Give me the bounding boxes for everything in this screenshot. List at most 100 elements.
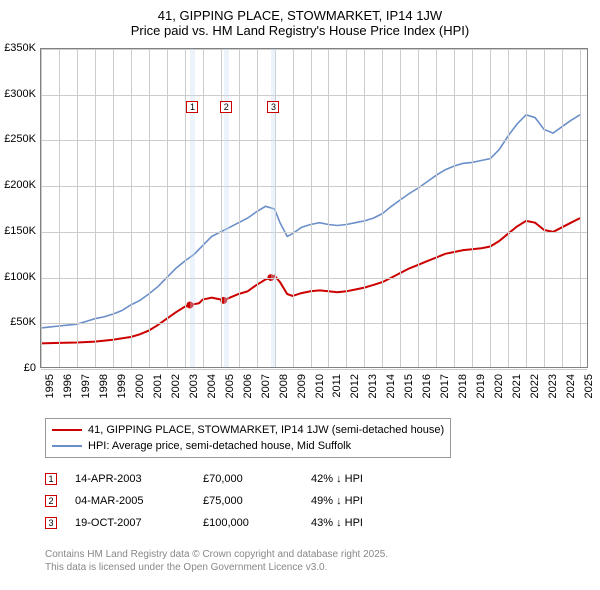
y-tick-label: £0 bbox=[0, 362, 36, 374]
x-tick-label: 2006 bbox=[242, 374, 254, 398]
x-tick-label: 1997 bbox=[80, 374, 92, 398]
y-tick-label: £200K bbox=[0, 179, 36, 191]
gridline-v bbox=[382, 49, 383, 367]
y-tick-label: £50K bbox=[0, 316, 36, 328]
y-tick-label: £250K bbox=[0, 133, 36, 145]
x-tick-label: 1999 bbox=[116, 374, 128, 398]
gridline-v bbox=[364, 49, 365, 367]
gridline-h bbox=[41, 278, 587, 279]
gridline-v bbox=[328, 49, 329, 367]
chart-subtitle: Price paid vs. HM Land Registry's House … bbox=[0, 23, 600, 42]
gridline-v bbox=[580, 49, 581, 367]
gridline-v bbox=[239, 49, 240, 367]
sale-vs-hpi: 42% ↓ HPI bbox=[311, 473, 363, 485]
x-tick-label: 1995 bbox=[44, 374, 56, 398]
gridline-h bbox=[41, 369, 587, 370]
gridline-v bbox=[508, 49, 509, 367]
sale-date: 14-APR-2003 bbox=[75, 473, 185, 485]
gridline-v bbox=[257, 49, 258, 367]
sale-price: £100,000 bbox=[203, 517, 293, 529]
x-tick-label: 2018 bbox=[457, 374, 469, 398]
x-tick-label: 2021 bbox=[511, 374, 523, 398]
footer-attribution: Contains HM Land Registry data © Crown c… bbox=[45, 548, 388, 574]
gridline-v bbox=[185, 49, 186, 367]
gridline-v bbox=[293, 49, 294, 367]
x-tick-label: 2023 bbox=[547, 374, 559, 398]
gridline-v bbox=[41, 49, 42, 367]
gridline-h bbox=[41, 323, 587, 324]
sale-marker: 1 bbox=[186, 101, 198, 113]
gridline-h bbox=[41, 140, 587, 141]
footer-line-1: Contains HM Land Registry data © Crown c… bbox=[45, 548, 388, 561]
x-tick-label: 2005 bbox=[224, 374, 236, 398]
sale-price: £70,000 bbox=[203, 473, 293, 485]
gridline-v bbox=[167, 49, 168, 367]
plot-area: 1 2 3 bbox=[40, 48, 588, 368]
x-tick-label: 2015 bbox=[403, 374, 415, 398]
y-tick-label: £300K bbox=[0, 88, 36, 100]
shade-band bbox=[224, 49, 229, 367]
gridline-h bbox=[41, 186, 587, 187]
sale-date: 19-OCT-2007 bbox=[75, 517, 185, 529]
gridline-v bbox=[490, 49, 491, 367]
x-tick-label: 2013 bbox=[367, 374, 379, 398]
x-tick-label: 2012 bbox=[349, 374, 361, 398]
gridline-v bbox=[544, 49, 545, 367]
x-tick-label: 2022 bbox=[529, 374, 541, 398]
gridline-v bbox=[454, 49, 455, 367]
x-tick-label: 2001 bbox=[152, 374, 164, 398]
x-tick-label: 2009 bbox=[296, 374, 308, 398]
y-tick-label: £350K bbox=[0, 42, 36, 54]
x-tick-label: 2011 bbox=[331, 374, 343, 398]
gridline-v bbox=[311, 49, 312, 367]
sales-table: 1 14-APR-2003 £70,000 42% ↓ HPI 2 04-MAR-2005… bbox=[45, 468, 363, 534]
sale-row: 3 19-OCT-2007 £100,000 43% ↓ HPI bbox=[45, 512, 363, 534]
sale-row: 1 14-APR-2003 £70,000 42% ↓ HPI bbox=[45, 468, 363, 490]
x-tick-label: 2024 bbox=[565, 374, 577, 398]
y-tick-label: £100K bbox=[0, 271, 36, 283]
gridline-v bbox=[400, 49, 401, 367]
x-tick-label: 2003 bbox=[188, 374, 200, 398]
gridline-v bbox=[77, 49, 78, 367]
legend: 41, GIPPING PLACE, STOWMARKET, IP14 1JW … bbox=[45, 418, 451, 458]
sale-marker: 3 bbox=[267, 101, 279, 113]
legend-swatch bbox=[52, 429, 82, 431]
gridline-v bbox=[59, 49, 60, 367]
x-tick-label: 1996 bbox=[62, 374, 74, 398]
legend-swatch bbox=[52, 445, 82, 447]
x-tick-label: 2010 bbox=[314, 374, 326, 398]
shade-band bbox=[271, 49, 276, 367]
footer-line-2: This data is licensed under the Open Gov… bbox=[45, 561, 388, 574]
legend-row: 41, GIPPING PLACE, STOWMARKET, IP14 1JW … bbox=[52, 422, 444, 438]
x-tick-label: 2007 bbox=[260, 374, 272, 398]
sale-row-marker: 1 bbox=[45, 473, 57, 485]
legend-row: HPI: Average price, semi-detached house,… bbox=[52, 438, 444, 454]
gridline-v bbox=[346, 49, 347, 367]
gridline-v bbox=[418, 49, 419, 367]
x-tick-label: 2008 bbox=[278, 374, 290, 398]
x-tick-label: 2019 bbox=[475, 374, 487, 398]
gridline-v bbox=[472, 49, 473, 367]
gridline-v bbox=[221, 49, 222, 367]
gridline-v bbox=[436, 49, 437, 367]
x-tick-label: 2000 bbox=[134, 374, 146, 398]
gridline-h bbox=[41, 95, 587, 96]
y-tick-label: £150K bbox=[0, 225, 36, 237]
sale-marker: 2 bbox=[220, 101, 232, 113]
sale-row: 204-MAR-2005£75,00049% ↓ HPI bbox=[45, 490, 363, 512]
gridline-v bbox=[526, 49, 527, 367]
sale-vs-hpi: 43% ↓ HPI bbox=[311, 517, 363, 529]
legend-label: HPI: Average price, semi-detached house,… bbox=[88, 440, 351, 452]
chart-container: 41, GIPPING PLACE, STOWMARKET, IP14 1JW … bbox=[0, 0, 600, 590]
x-tick-label: 2020 bbox=[493, 374, 505, 398]
sale-row-marker: 3 bbox=[45, 517, 57, 529]
chart-title: 41, GIPPING PLACE, STOWMARKET, IP14 1JW bbox=[0, 0, 600, 23]
gridline-v bbox=[562, 49, 563, 367]
sale-date: 04-MAR-2005 bbox=[75, 495, 185, 507]
gridline-v bbox=[113, 49, 114, 367]
gridline-v bbox=[203, 49, 204, 367]
sale-row-marker: 2 bbox=[45, 495, 57, 507]
x-tick-label: 1998 bbox=[98, 374, 110, 398]
shade-band bbox=[190, 49, 195, 367]
gridline-h bbox=[41, 232, 587, 233]
